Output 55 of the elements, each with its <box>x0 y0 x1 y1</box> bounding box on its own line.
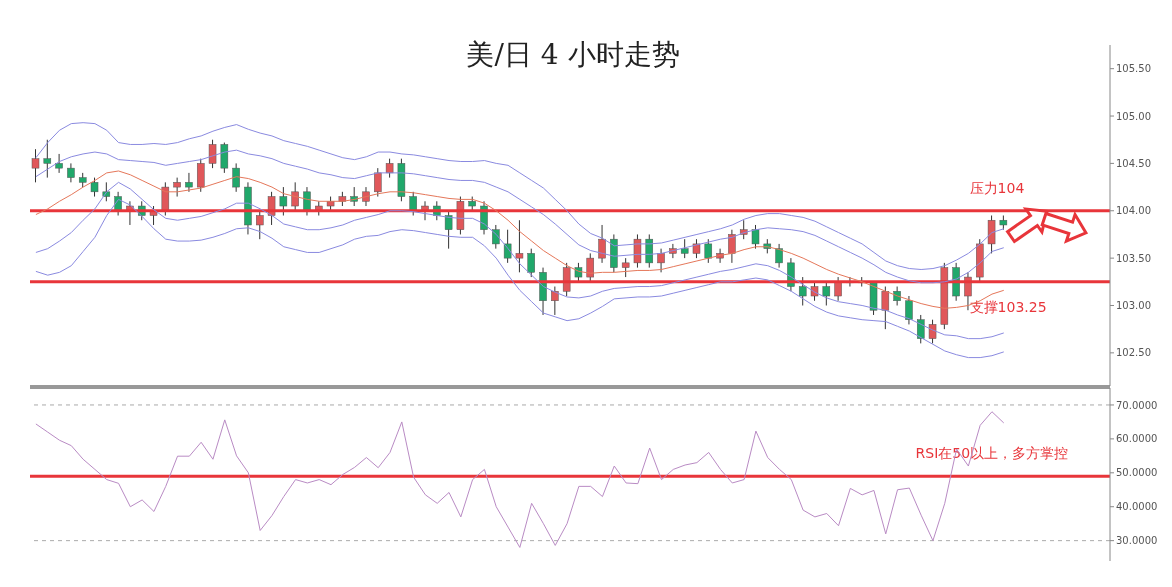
candlestick <box>173 177 181 198</box>
candlestick <box>551 286 559 316</box>
candlestick <box>67 162 75 183</box>
y-tick-label: 70.0000 <box>1116 399 1158 411</box>
line-series <box>35 411 1005 548</box>
y-tick-label: 103.00 <box>1116 300 1151 312</box>
candlestick <box>90 177 99 198</box>
candlestick <box>598 224 606 264</box>
candlestick <box>798 276 807 306</box>
candlestick <box>43 139 52 179</box>
y-tick-label: 30.0000 <box>1116 535 1158 547</box>
candlestick <box>185 172 193 193</box>
chart-title: 美/日 4 小时走势 <box>466 38 680 71</box>
candlestick <box>645 233 654 269</box>
candlestick <box>232 162 240 193</box>
candlestick <box>31 148 40 183</box>
candlestick <box>728 229 736 264</box>
candlestick <box>704 238 713 264</box>
y-tick-label: 105.00 <box>1116 110 1151 122</box>
y-tick-label: 104.00 <box>1116 205 1151 217</box>
y-tick-label: 105.50 <box>1116 63 1151 75</box>
y-tick-label: 103.50 <box>1116 252 1151 264</box>
candlestick <box>692 238 701 259</box>
candlestick <box>197 158 205 193</box>
candlestick <box>527 248 535 278</box>
candlestick <box>256 210 264 240</box>
candlestick <box>751 224 760 250</box>
candlestick <box>279 186 288 216</box>
candlestick <box>633 233 642 269</box>
ref-line-label: RSI在50以上，多方掌控 <box>915 445 1069 462</box>
candlestick <box>208 139 217 169</box>
candlestick <box>680 238 689 259</box>
candlestick <box>385 158 394 179</box>
candlestick <box>220 142 229 174</box>
y-tick-label: 50.0000 <box>1116 467 1158 479</box>
candlestick <box>928 319 937 344</box>
y-tick-label: 40.0000 <box>1116 501 1158 513</box>
ref-line-label: 压力104 <box>969 179 1025 196</box>
candlestick <box>291 181 299 212</box>
candlestick <box>374 167 382 198</box>
y-tick-label: 102.50 <box>1116 347 1151 359</box>
candlestick <box>515 219 524 273</box>
candlestick <box>444 210 453 250</box>
candlestick <box>586 252 594 283</box>
candlestick <box>574 262 583 283</box>
candlestick <box>905 295 913 325</box>
y-tick-label: 60.0000 <box>1116 433 1158 445</box>
candlestick <box>822 281 831 306</box>
ref-line-label: 支撑103.25 <box>969 298 1047 315</box>
candlestick <box>881 286 890 330</box>
candlestick <box>55 153 63 174</box>
candlestick <box>775 243 783 269</box>
candlestick <box>657 248 665 273</box>
candlestick <box>621 257 630 278</box>
y-tick-label: 104.50 <box>1116 157 1151 169</box>
